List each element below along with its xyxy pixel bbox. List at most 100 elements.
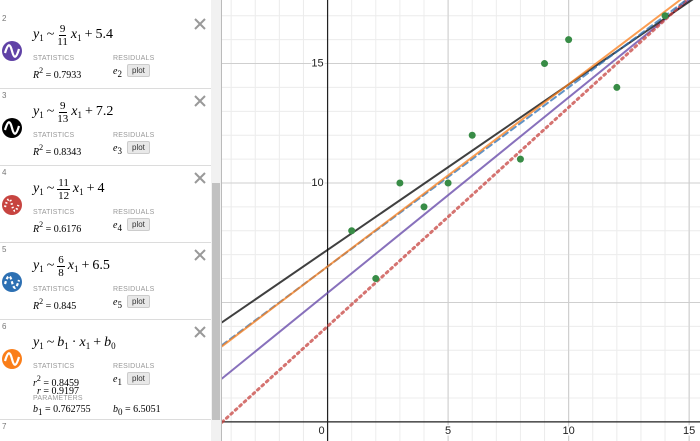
x-tick-label: 0 — [319, 425, 325, 437]
value: 0.8459 — [51, 378, 80, 389]
symbol: R2 = 0.6176 — [33, 220, 81, 235]
subscript: 0 — [118, 407, 123, 417]
intercept: 4 — [97, 181, 105, 196]
symbol-base: e — [113, 220, 118, 231]
token: + — [82, 258, 90, 274]
token-base: x — [72, 181, 80, 196]
data-point — [372, 275, 380, 283]
delete-button[interactable] — [194, 326, 206, 338]
token-base: ~ — [46, 258, 55, 273]
symbol-base: e — [113, 297, 118, 308]
expression-row[interactable]: 4 y1 ~11 12 x1 +4 STATISTICS RESIDUALS R2 = 0.61… — [0, 166, 211, 243]
token-base: + — [85, 104, 93, 119]
regression-icon[interactable] — [1, 194, 23, 216]
plot-button[interactable]: plot — [127, 372, 150, 385]
symbol: R2 = 0.8343 — [33, 143, 81, 158]
plot-button[interactable]: plot — [127, 218, 150, 231]
scroll-thumb[interactable] — [212, 183, 220, 420]
equals: = — [125, 404, 131, 415]
subscript: 1 — [85, 341, 91, 351]
regression-model: y1 ~ b1 · x1 + b0 — [33, 328, 116, 358]
token: + — [85, 27, 93, 43]
y-tick-label: 15 — [311, 57, 323, 69]
token-base: y — [33, 335, 40, 350]
subscript: 1 — [79, 187, 84, 197]
token: x1 — [68, 258, 79, 274]
equals: = — [45, 70, 52, 81]
fraction: 9 11 — [57, 23, 68, 48]
symbol: e3 — [113, 143, 122, 156]
symbol: e5 — [113, 297, 122, 310]
delete-icon — [194, 172, 206, 184]
data-point — [348, 227, 356, 235]
delete-icon — [194, 249, 206, 261]
plot-button[interactable]: plot — [127, 295, 150, 308]
subscript: 1 — [64, 341, 69, 351]
regression-model: y1 ~6 8 x1 +6.5 — [33, 251, 110, 281]
value: 0.7933 — [53, 70, 82, 81]
token: y1 — [33, 104, 44, 120]
subscript: 1 — [39, 187, 44, 197]
scrollbar[interactable] — [211, 0, 222, 441]
equals: = — [45, 404, 51, 415]
expression-row[interactable]: 7 — [0, 420, 211, 441]
token: + — [93, 335, 101, 351]
subscript: 0 — [111, 341, 116, 351]
regression-icon[interactable] — [1, 40, 23, 62]
expression-row[interactable]: 6 y1 ~ b1 · x1 + b0 STATISTICS RESIDUALS r2 = 0.84… — [0, 320, 211, 420]
data-point — [516, 155, 524, 163]
x-tick-label: 10 — [563, 425, 575, 437]
delete-button[interactable] — [194, 95, 206, 107]
symbol: e1 — [113, 374, 122, 387]
residuals-heading: RESIDUALS — [113, 132, 155, 139]
symbol: b0 = 6.5051 — [113, 404, 161, 417]
regression-icon[interactable] — [1, 271, 23, 293]
expression-row[interactable]: 5 y1 ~6 8 x1 +6.5 STATISTICS RESIDUALS R2 = 0.84… — [0, 243, 211, 320]
delete-button[interactable] — [194, 249, 206, 261]
numerator: 6 — [57, 253, 65, 267]
regression-icon[interactable] — [1, 348, 23, 370]
symbol-base: e — [113, 66, 118, 77]
token-base: + — [81, 258, 90, 273]
residuals-heading: RESIDUALS — [113, 363, 155, 370]
statistics-heading: STATISTICS — [33, 286, 75, 293]
delete-button[interactable] — [194, 18, 206, 30]
subscript: 1 — [38, 407, 43, 417]
token: b0 — [104, 335, 116, 351]
symbol: r = 0.9197 — [37, 386, 79, 397]
regression-icon[interactable] — [1, 117, 23, 139]
equals: = — [45, 224, 52, 235]
token-base: ~ — [46, 27, 55, 42]
regression-model: y1 ~9 13 x1 +7.2 — [33, 97, 113, 127]
value: 0.9197 — [51, 386, 80, 397]
token-base: · — [71, 335, 77, 350]
delete-button[interactable] — [194, 172, 206, 184]
data-point — [444, 179, 452, 187]
expression-row[interactable]: 3 y1 ~9 13 x1 +7.2 STATISTICS RESIDUALS R2 = 0.8… — [0, 89, 211, 166]
value: 6.5051 — [133, 404, 161, 415]
icon-wave — [3, 121, 21, 135]
regression-line — [222, 0, 691, 380]
token: ~ — [47, 258, 55, 274]
expression-row[interactable]: 2 y1 ~9 11 x1 +5.4 STATISTICS RESIDUALS R2 = 0.7… — [0, 12, 211, 89]
symbol: e2 — [113, 66, 122, 79]
subscript: 1 — [39, 264, 44, 274]
data-point — [661, 12, 669, 20]
plot-button[interactable]: plot — [127, 141, 150, 154]
x-tick-label: 5 — [445, 425, 451, 437]
intercept: 5.4 — [95, 27, 114, 42]
symbol-base: r — [37, 386, 41, 397]
token: ~ — [47, 335, 55, 351]
denominator: 12 — [58, 189, 70, 202]
symbol: e4 — [113, 220, 122, 233]
symbol-base: R — [33, 147, 40, 158]
graph: 0 5 10 15 10 15 — [222, 0, 700, 441]
symbol-base: R — [33, 70, 40, 81]
delete-icon — [194, 95, 206, 107]
icon-wave — [3, 198, 21, 212]
subscript: 1 — [39, 110, 44, 120]
plot-button[interactable]: plot — [127, 64, 150, 77]
residuals-heading: RESIDUALS — [113, 55, 155, 62]
row-index: 5 — [2, 245, 7, 254]
